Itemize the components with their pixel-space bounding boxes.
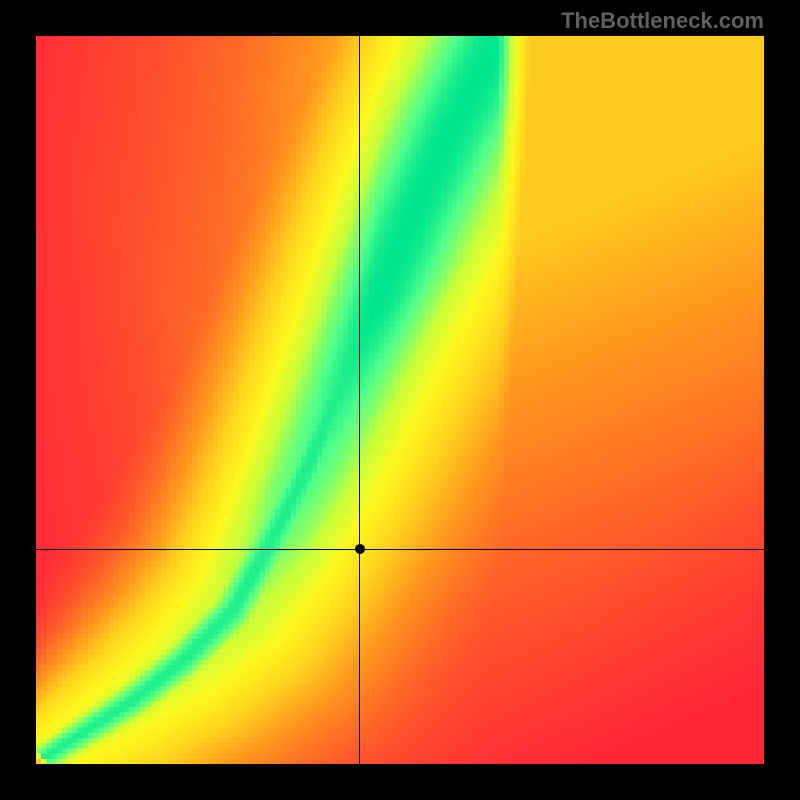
- crosshair-horizontal: [36, 549, 764, 550]
- crosshair-vertical: [359, 36, 360, 764]
- heatmap-canvas: [36, 36, 764, 764]
- watermark-text: TheBottleneck.com: [561, 8, 764, 34]
- chart-container: TheBottleneck.com: [0, 0, 800, 800]
